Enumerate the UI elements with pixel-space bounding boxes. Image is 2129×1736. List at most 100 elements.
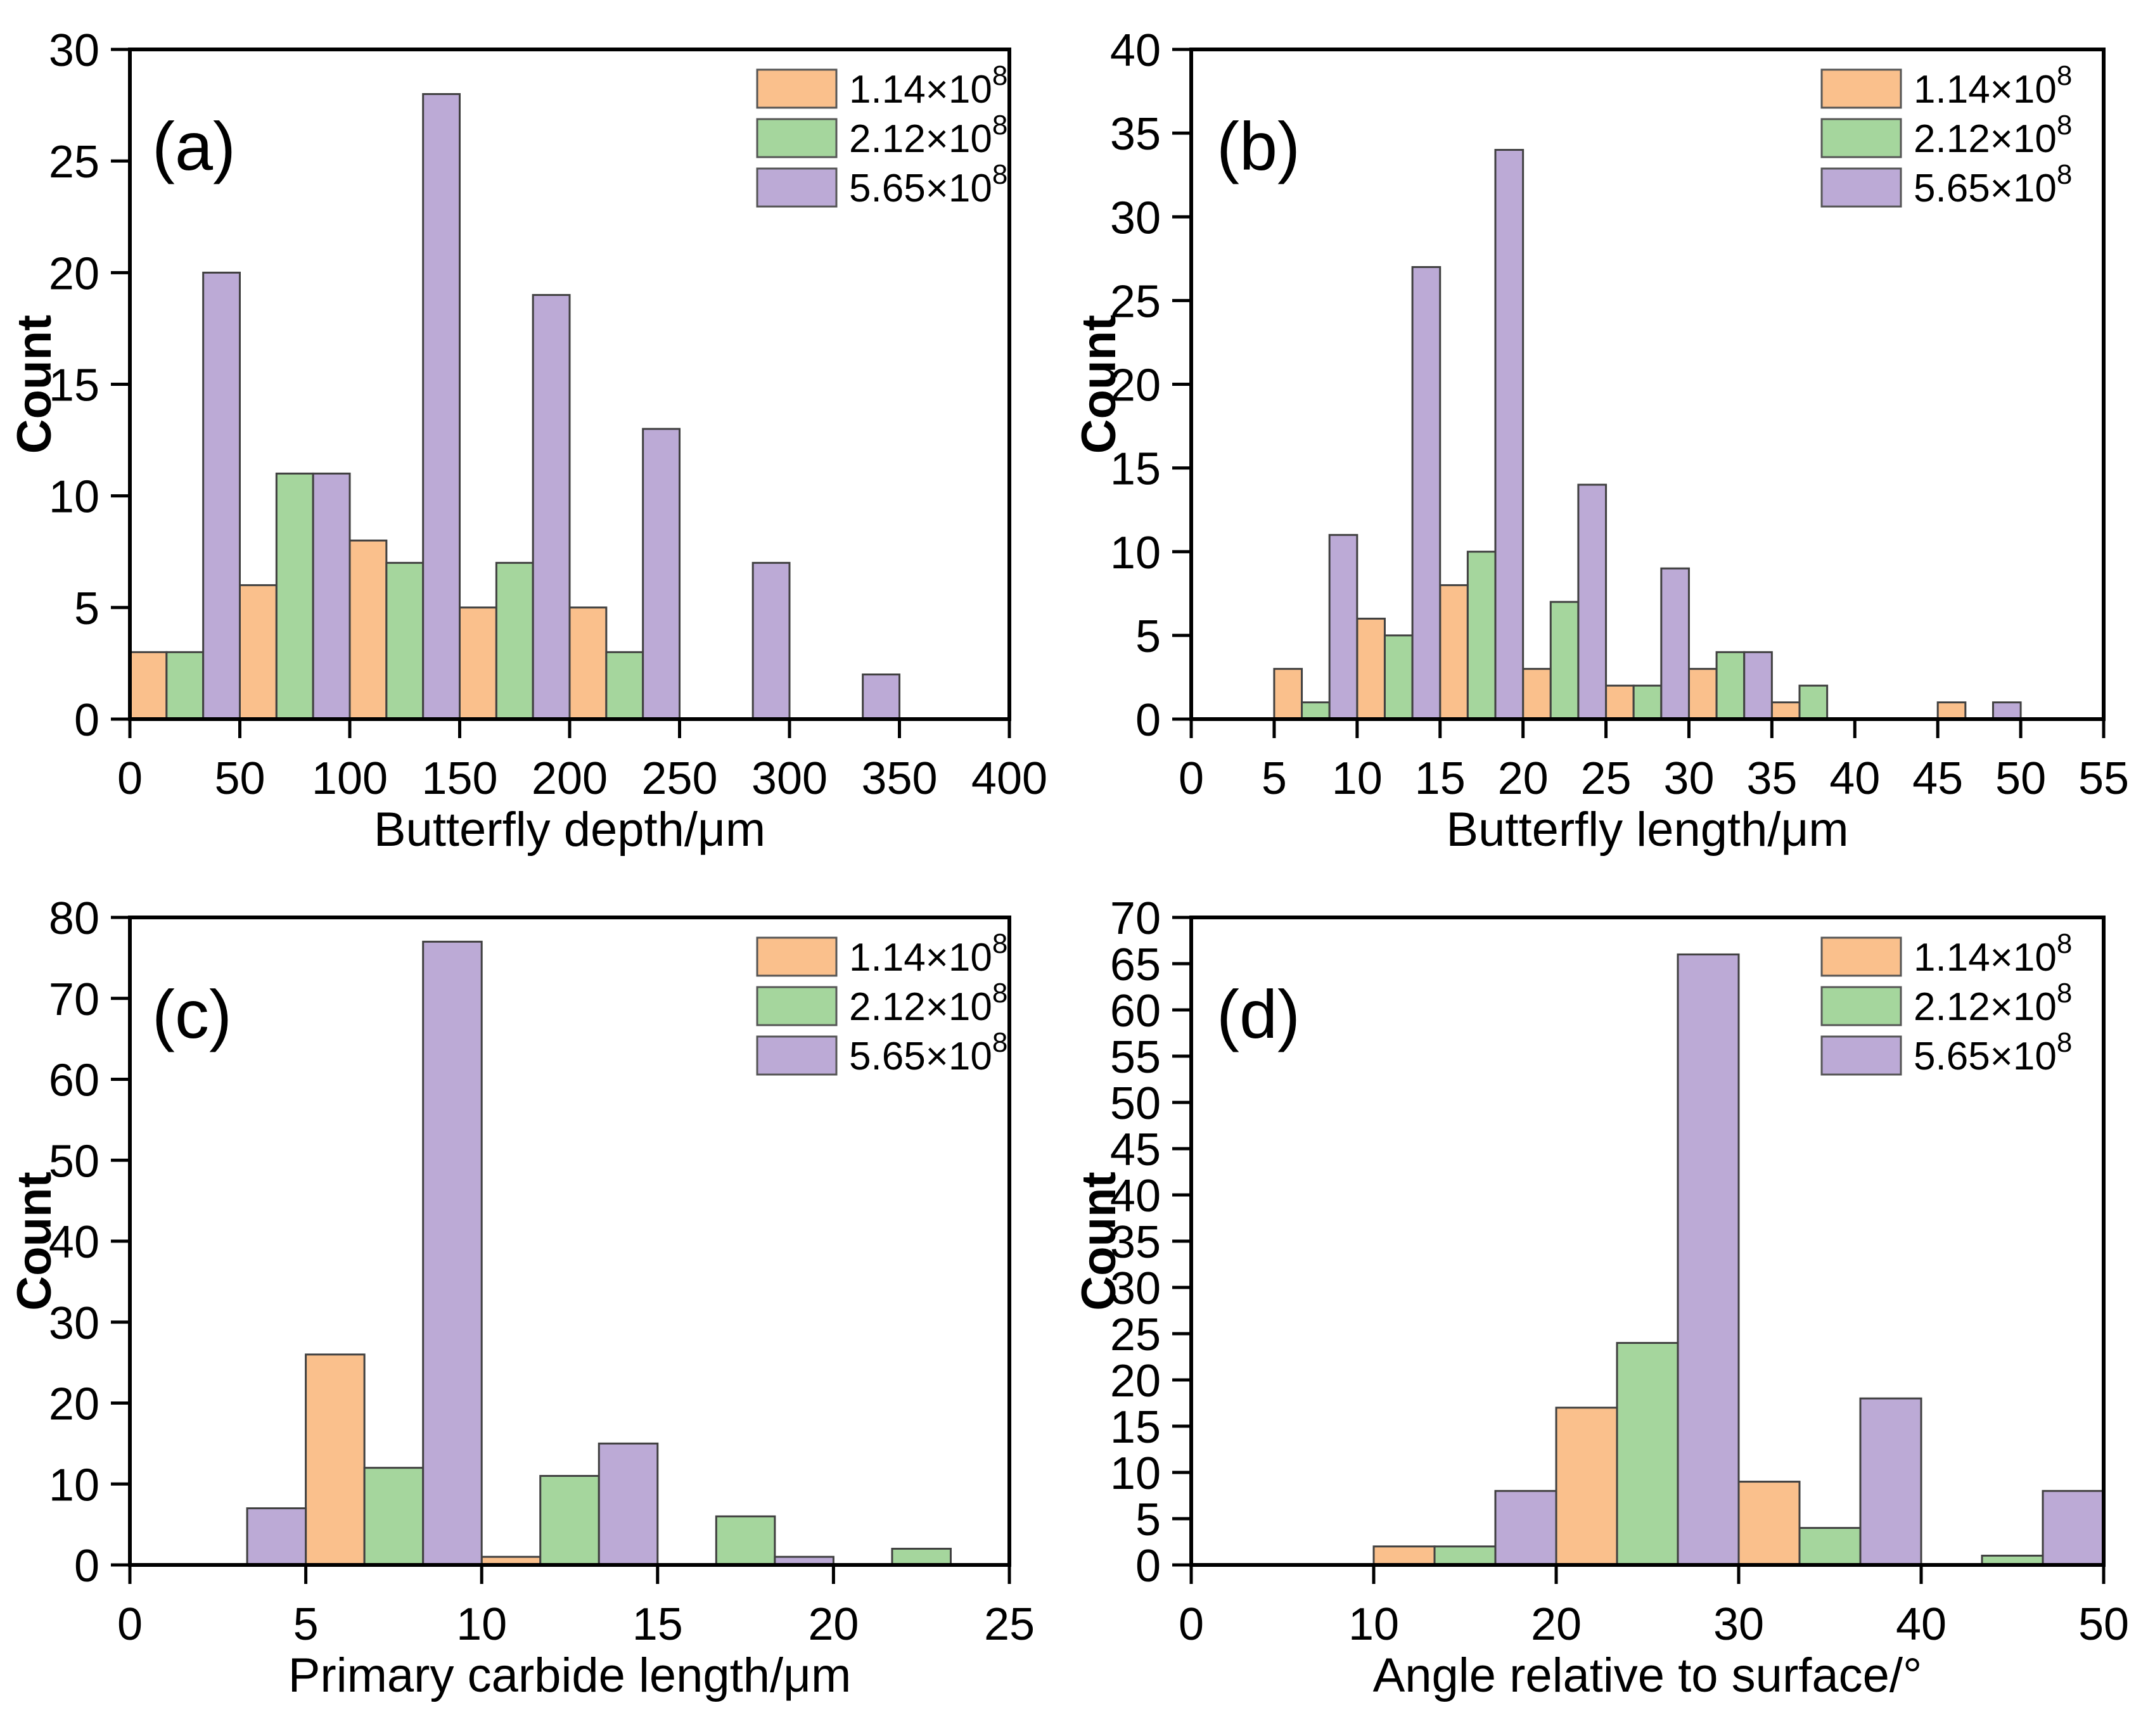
legend-label-exponent: 8 xyxy=(992,60,1007,91)
legend-swatch xyxy=(756,167,838,208)
y-tick-label: 40 xyxy=(1110,1171,1161,1222)
histogram-bar xyxy=(605,651,644,720)
legend-label: 5.65×108 xyxy=(1914,1027,2072,1078)
histogram-bar xyxy=(891,1547,952,1566)
y-tick-label: 25 xyxy=(49,137,99,188)
y-tick-label: 10 xyxy=(49,472,99,523)
panel-label: (c) xyxy=(152,976,232,1052)
histogram-bar xyxy=(385,561,425,720)
panel-label: (b) xyxy=(1217,108,1300,184)
y-tick-label: 55 xyxy=(1110,1032,1161,1083)
legend-label-exponent: 8 xyxy=(2057,159,2072,190)
y-tick-label: 60 xyxy=(1110,986,1161,1037)
x-tick-label: 10 xyxy=(1332,753,1383,804)
histogram-bar xyxy=(305,1353,366,1566)
histogram-bar xyxy=(1715,651,1746,720)
x-tick-label: 350 xyxy=(861,753,937,804)
legend-label: 1.14×108 xyxy=(1914,60,2072,112)
y-tick-label: 0 xyxy=(74,695,99,746)
x-tick-label: 25 xyxy=(1580,753,1631,804)
x-tick-label: 100 xyxy=(312,753,388,804)
panel-label: (d) xyxy=(1217,976,1300,1052)
x-tick-label: 0 xyxy=(117,753,143,804)
y-tick-label: 60 xyxy=(49,1056,99,1106)
x-tick-label: 400 xyxy=(971,753,1047,804)
histogram-bar xyxy=(165,651,205,720)
y-tick-label: 25 xyxy=(1110,276,1161,327)
x-tick-label: 10 xyxy=(456,1599,507,1650)
y-tick-label: 70 xyxy=(1110,893,1161,944)
y-tick-label: 0 xyxy=(1135,695,1161,746)
x-tick-label: 0 xyxy=(1179,1599,1204,1650)
y-tick-label: 30 xyxy=(1110,193,1161,243)
histogram-bar xyxy=(1936,701,1967,720)
histogram-bar xyxy=(129,651,168,720)
legend-swatch xyxy=(1820,167,1902,208)
x-tick-label: 0 xyxy=(117,1599,143,1650)
histogram-bar xyxy=(532,294,571,720)
histogram-bar xyxy=(2042,1490,2105,1566)
y-tick-label: 70 xyxy=(49,974,99,1025)
histogram-bar xyxy=(1687,668,1718,720)
y-tick-label: 5 xyxy=(1135,1495,1161,1545)
legend-swatch xyxy=(756,936,838,977)
histogram-bar xyxy=(1616,1342,1679,1566)
histogram-bar xyxy=(275,472,314,720)
histogram-bar xyxy=(1798,1527,1862,1566)
histogram-bar xyxy=(1660,567,1690,720)
x-tick-label: 35 xyxy=(1746,753,1797,804)
histogram-bar xyxy=(862,673,900,720)
histogram-bar xyxy=(1577,483,1608,720)
x-tick-label: 300 xyxy=(751,753,828,804)
panel-c-chart: 0 5 10 15 20 25 0 10 20 30 40 50 60 70 80 Primary carbi… xyxy=(8,893,1035,1702)
x-tick-label: 15 xyxy=(632,1599,683,1650)
legend-label-exponent: 8 xyxy=(992,928,1007,959)
legend-label-exponent: 8 xyxy=(2057,1027,2072,1058)
legend-label-exponent: 8 xyxy=(992,978,1007,1009)
x-tick-label: 10 xyxy=(1348,1599,1399,1650)
x-axis-title: Butterfly length/μm xyxy=(1446,803,1848,857)
y-axis-title: Count xyxy=(8,1171,61,1310)
y-tick-label: 80 xyxy=(49,893,99,944)
x-tick-label: 40 xyxy=(1829,753,1880,804)
panel-b: 0 5 10 15 20 25 30 35 40 45 50 55 0 5 10 15 20 25 30 35 40 Bu… xyxy=(1064,0,2129,868)
panel-c: 0 5 10 15 20 25 0 10 20 30 40 50 60 70 80 Primary carbi… xyxy=(0,868,1064,1736)
legend-label: 1.14×108 xyxy=(1914,928,2072,980)
histogram-bar xyxy=(1992,701,2022,720)
legend-swatch xyxy=(756,986,838,1026)
histogram-bar xyxy=(422,93,461,720)
histogram-bar xyxy=(363,1467,425,1566)
histogram-bar xyxy=(1522,668,1552,720)
x-axis-title: Butterfly depth/μm xyxy=(374,803,765,857)
y-tick-label: 0 xyxy=(74,1541,99,1592)
legend-swatch xyxy=(1820,68,1902,109)
y-tick-label: 5 xyxy=(74,584,99,634)
y-axis-title: Count xyxy=(8,315,61,454)
legend-label-exponent: 8 xyxy=(992,1027,1007,1058)
legend-label: 5.65×108 xyxy=(1914,159,2072,210)
y-tick-label: 10 xyxy=(1110,1448,1161,1499)
histogram-bar xyxy=(1372,1545,1436,1566)
histogram-bar xyxy=(1494,149,1525,720)
legend-label: 2.12×108 xyxy=(849,978,1007,1029)
legend-swatch xyxy=(1820,986,1902,1026)
x-axis-title: Primary carbide length/μm xyxy=(288,1649,852,1702)
y-tick-label: 40 xyxy=(1110,25,1161,76)
y-tick-label: 5 xyxy=(1135,611,1161,662)
histogram-bar xyxy=(642,428,681,720)
histogram-bar xyxy=(539,1474,600,1566)
y-tick-label: 0 xyxy=(1135,1541,1161,1592)
histogram-bar xyxy=(495,561,534,720)
x-tick-label: 20 xyxy=(808,1599,859,1650)
legend-label-exponent: 8 xyxy=(992,110,1007,141)
y-tick-label: 50 xyxy=(1110,1078,1161,1129)
x-tick-label: 5 xyxy=(1262,753,1287,804)
y-tick-label: 25 xyxy=(1110,1310,1161,1360)
histogram-bar xyxy=(1549,601,1580,720)
histogram-bar xyxy=(422,940,483,1566)
legend-swatch xyxy=(1820,118,1902,158)
panel-d: 0 10 20 30 40 50 0 5 10 15 20 25 30 35 40 45 50 55 60 65 70 A… xyxy=(1064,868,2129,1736)
histogram-bar xyxy=(1798,684,1829,720)
histogram-bar xyxy=(1494,1490,1557,1566)
